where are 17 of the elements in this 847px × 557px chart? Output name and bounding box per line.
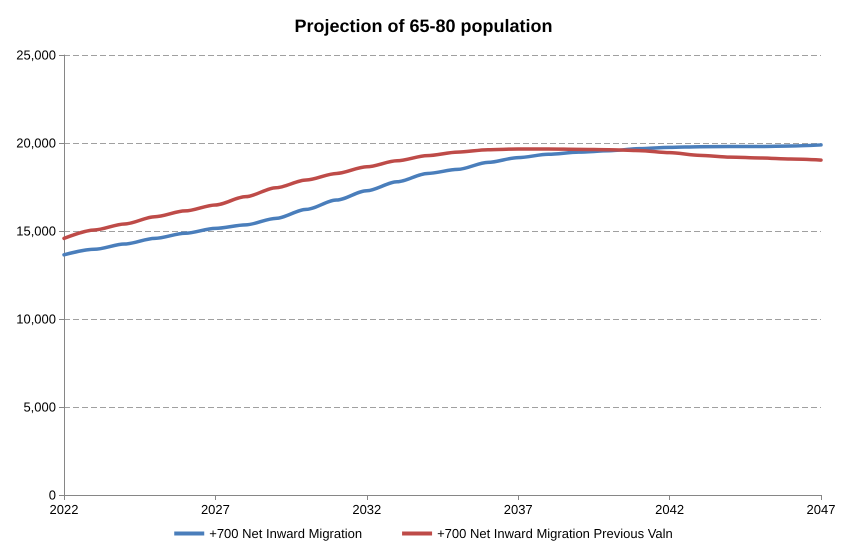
chart-title: Projection of 65-80 population: [294, 16, 553, 36]
legend-label: +700 Net Inward Migration Previous Valn: [437, 526, 673, 541]
line-series: [62, 147, 823, 240]
line-series: [62, 143, 823, 257]
x-tick-label: 2042: [655, 502, 684, 517]
x-tick-label: 2047: [806, 502, 836, 517]
x-tick-label: 2022: [50, 502, 78, 517]
y-tick-label: 5,000: [23, 400, 56, 414]
x-tick-label: 2032: [352, 502, 382, 517]
y-tick-label: 20,000: [16, 136, 56, 150]
y-tick-label: 15,000: [16, 224, 56, 238]
x-tick-label: 2027: [200, 502, 230, 517]
y-tick-label: 10,000: [16, 312, 56, 326]
legend-label: +700 Net Inward Migration: [209, 526, 362, 541]
y-tick-label: 25,000: [16, 48, 56, 62]
y-tick-label: 0: [48, 488, 56, 502]
x-tick-label: 2037: [504, 502, 533, 517]
